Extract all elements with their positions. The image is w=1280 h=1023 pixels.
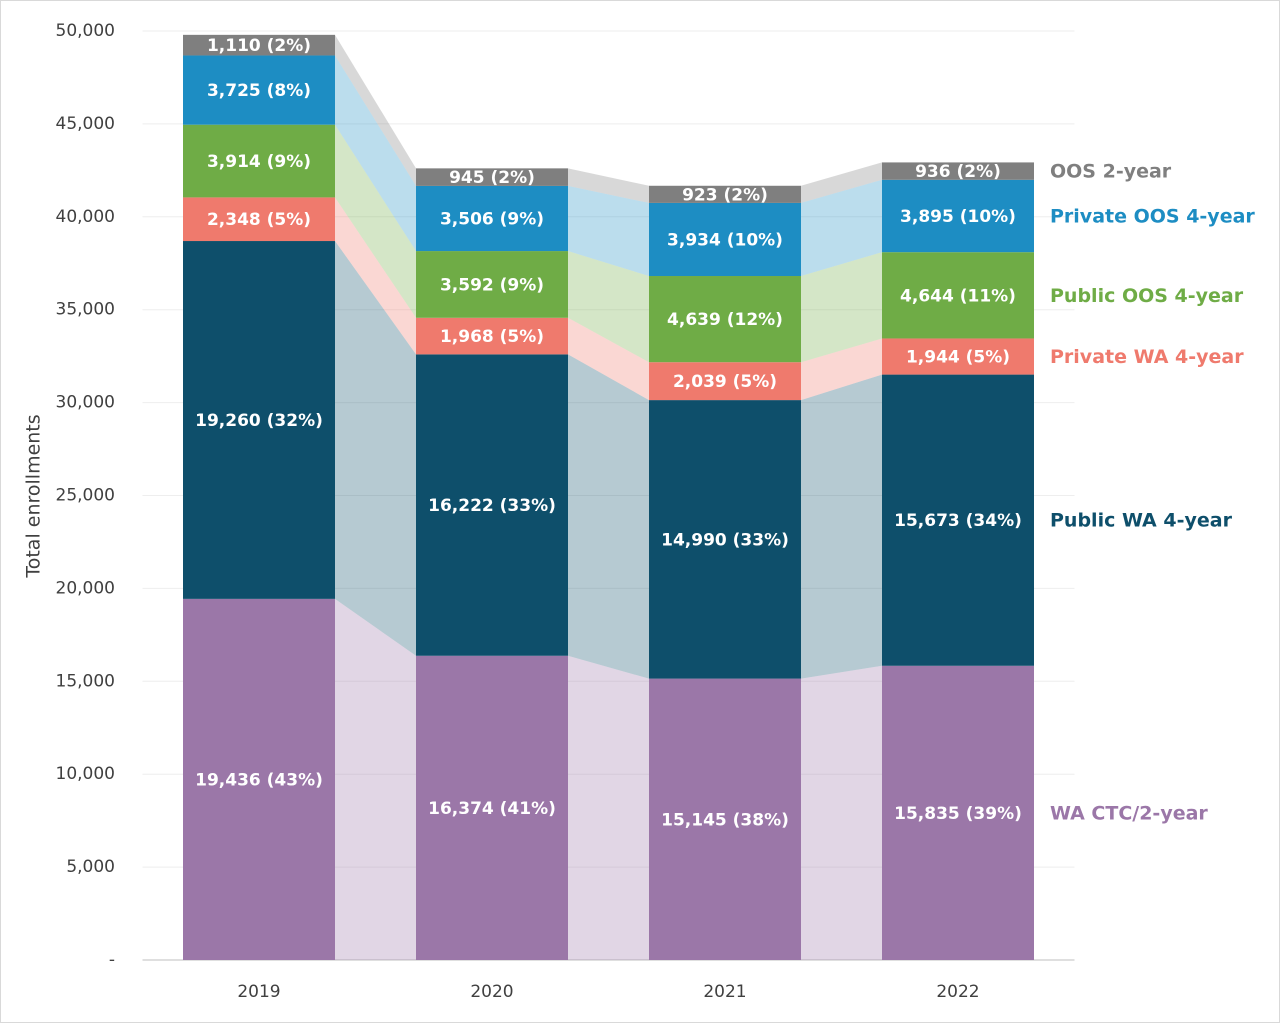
series-name: Private OOS 4-year xyxy=(1050,205,1255,227)
bar-segment xyxy=(183,124,335,198)
data-label: 3,506 (9%) xyxy=(440,209,544,229)
data-label: 16,374 (41%) xyxy=(428,799,556,819)
data-label: 2,348 (5%) xyxy=(207,210,311,230)
data-label: 19,260 (32%) xyxy=(195,411,323,431)
flow-area xyxy=(801,665,882,960)
y-tick-label: 15,000 xyxy=(56,671,115,691)
flow-area xyxy=(335,55,416,252)
flow-area xyxy=(801,162,882,203)
data-label: 1,968 (5%) xyxy=(440,327,544,347)
flow-area xyxy=(801,179,882,277)
bar-segment xyxy=(649,185,801,203)
data-label: 3,725 (8%) xyxy=(207,81,311,101)
series-name: Public OOS 4-year xyxy=(1050,285,1244,307)
flow-area xyxy=(568,185,649,277)
bar-segment xyxy=(183,598,335,960)
y-tick-label: - xyxy=(109,950,115,970)
data-label: 15,673 (34%) xyxy=(894,511,1022,531)
bar-segment xyxy=(416,354,568,656)
data-label: 923 (2%) xyxy=(682,185,768,205)
flow-area xyxy=(801,338,882,401)
bar-segment xyxy=(416,317,568,355)
bar-segment xyxy=(882,162,1034,180)
bar-segment xyxy=(882,252,1034,339)
x-tick-label: 2021 xyxy=(703,982,746,1002)
data-label: 19,436 (43%) xyxy=(195,770,323,790)
flow-area xyxy=(335,598,416,960)
y-tick-label: 25,000 xyxy=(56,486,115,506)
data-label: 3,592 (9%) xyxy=(440,275,544,295)
flow-area xyxy=(801,252,882,363)
bar-segment xyxy=(416,168,568,186)
y-tick-label: 20,000 xyxy=(56,578,115,598)
series-name: WA CTC/2-year xyxy=(1050,802,1208,824)
data-label: 15,835 (39%) xyxy=(894,804,1022,824)
bar-segment xyxy=(183,34,335,56)
y-tick-label: 50,000 xyxy=(56,21,115,41)
x-tick-label: 2019 xyxy=(237,982,280,1002)
bar-segment xyxy=(183,241,335,599)
flow-area xyxy=(568,168,649,203)
y-tick-label: 5,000 xyxy=(66,857,115,877)
bar-segment xyxy=(882,665,1034,960)
flow-area xyxy=(801,374,882,679)
bar-segment xyxy=(416,185,568,252)
y-tick-label: 45,000 xyxy=(56,114,115,134)
bar-segment xyxy=(183,55,335,125)
bar-segment xyxy=(649,678,801,960)
bar-segment xyxy=(649,400,801,679)
bar-segment xyxy=(649,362,801,401)
x-tick-label: 2020 xyxy=(470,982,513,1002)
data-label: 3,914 (9%) xyxy=(207,152,311,172)
data-label: 16,222 (33%) xyxy=(428,496,556,516)
series-name: Public WA 4-year xyxy=(1050,510,1233,532)
y-tick-label: 10,000 xyxy=(56,764,115,784)
y-tick-label: 40,000 xyxy=(56,207,115,227)
flow-area xyxy=(568,317,649,401)
series-name: Private WA 4-year xyxy=(1050,346,1244,368)
bar-segment xyxy=(416,251,568,318)
data-label: 4,639 (12%) xyxy=(667,310,783,330)
bar-segment xyxy=(183,197,335,242)
y-axis-label: Total enrollments xyxy=(23,414,45,578)
data-label: 15,145 (38%) xyxy=(661,810,789,830)
bar-segment xyxy=(882,179,1034,253)
data-label: 1,110 (2%) xyxy=(207,36,311,56)
y-tick-label: 30,000 xyxy=(56,393,115,413)
data-label: 4,644 (11%) xyxy=(900,286,1016,306)
bar-segment xyxy=(882,374,1034,666)
data-label: 1,944 (5%) xyxy=(906,348,1010,368)
data-label: 2,039 (5%) xyxy=(673,372,777,392)
data-label: 936 (2%) xyxy=(915,162,1001,182)
bar-segment xyxy=(882,338,1034,375)
bar-segment xyxy=(416,655,568,960)
series-name: OOS 2-year xyxy=(1050,161,1172,183)
flow-area xyxy=(568,354,649,679)
bar-segment xyxy=(649,202,801,277)
flow-area xyxy=(335,34,416,186)
flow-area xyxy=(568,655,649,960)
bar-segment xyxy=(649,276,801,363)
flow-area xyxy=(335,197,416,355)
flow-area xyxy=(335,241,416,656)
data-label: 14,990 (33%) xyxy=(661,530,789,550)
y-tick-label: 35,000 xyxy=(56,300,115,320)
flow-area xyxy=(335,124,416,318)
data-label: 3,895 (10%) xyxy=(900,207,1016,227)
data-label: 945 (2%) xyxy=(449,168,535,188)
data-label: 3,934 (10%) xyxy=(667,230,783,250)
x-tick-label: 2022 xyxy=(936,982,979,1002)
flow-area xyxy=(568,251,649,363)
